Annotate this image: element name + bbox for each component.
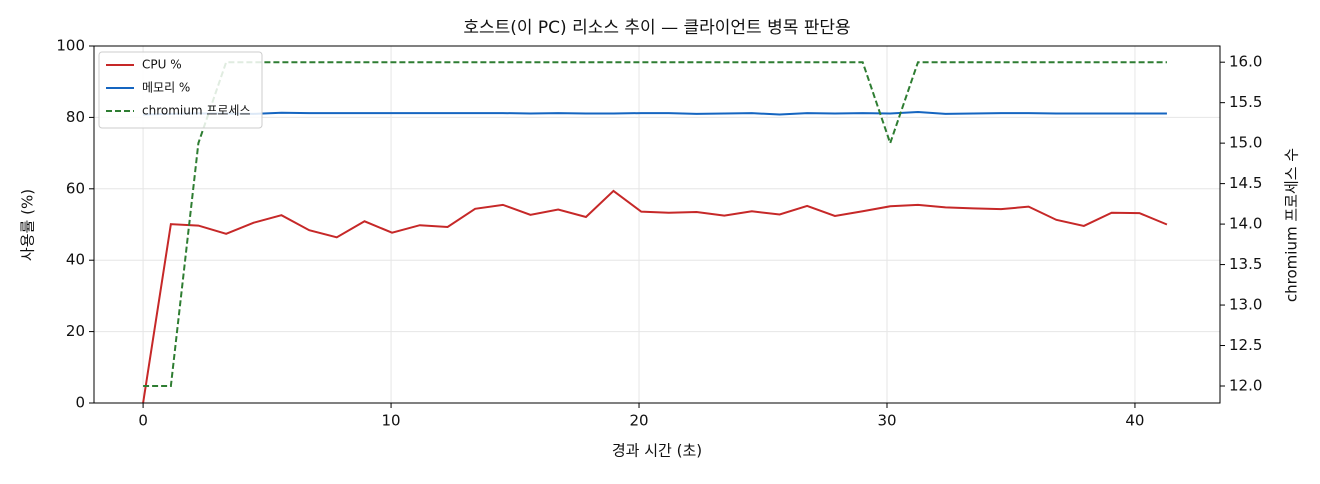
y-tick-label: 40 xyxy=(66,251,85,269)
x-tick-label: 0 xyxy=(138,412,148,430)
y-tick-label: 0 xyxy=(75,394,85,412)
x-tick-label: 40 xyxy=(1125,412,1144,430)
y-tick-label: 20 xyxy=(66,322,85,340)
chart-title: 호스트(이 PC) 리소스 추이 — 클라이언트 병목 판단용 xyxy=(463,18,850,38)
y2-axis-label: chromium 프로세스 수 xyxy=(1283,148,1301,302)
y2-tick-label: 16.0 xyxy=(1229,53,1262,71)
y-tick-label: 60 xyxy=(66,179,85,197)
y2-tick-label: 12.5 xyxy=(1229,336,1262,354)
y2-tick-label: 15.5 xyxy=(1229,93,1262,111)
legend: CPU % 메모리 % chromium 프로세스 xyxy=(98,51,263,129)
legend-box xyxy=(98,51,263,129)
y2-tick-label: 13.5 xyxy=(1229,255,1262,273)
x-tick-label: 20 xyxy=(629,412,648,430)
legend-label: CPU % xyxy=(142,58,182,72)
y-tick-label: 100 xyxy=(56,37,85,55)
y-axis-label: 사용률 (%) xyxy=(19,189,37,261)
x-tick-label: 30 xyxy=(877,412,896,430)
y2-tick-label: 15.0 xyxy=(1229,134,1262,152)
series-line xyxy=(143,61,1167,387)
y2-tick-label: 12.0 xyxy=(1229,377,1262,395)
x-tick-label: 10 xyxy=(382,412,401,430)
series-line xyxy=(142,189,1168,404)
legend-label: 메모리 % xyxy=(142,81,190,95)
y2-tick-label: 14.0 xyxy=(1229,215,1262,233)
legend-label: chromium 프로세스 xyxy=(142,104,251,118)
plot-frame xyxy=(93,45,1221,404)
y2-tick-label: 13.0 xyxy=(1229,296,1262,314)
y-tick-label: 80 xyxy=(66,108,85,126)
x-axis-label: 경과 시간 (초) xyxy=(612,442,702,460)
series-line xyxy=(143,111,1167,116)
y2-tick-label: 14.5 xyxy=(1229,174,1262,192)
